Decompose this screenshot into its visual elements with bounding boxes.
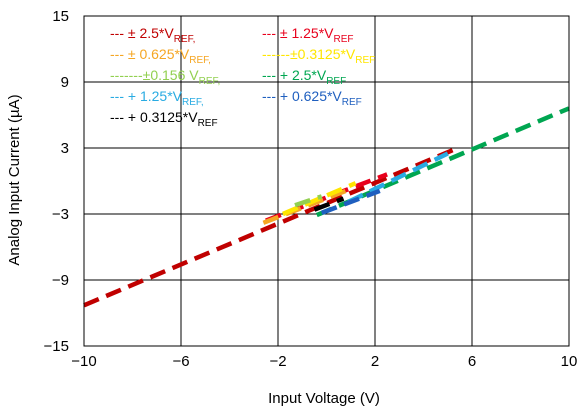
grid xyxy=(83,15,570,347)
series-line-2 xyxy=(265,172,388,223)
legend-label: --- ± 0.625*V xyxy=(110,46,190,62)
y-tick-label: −15 xyxy=(44,338,69,355)
x-tick-label: 6 xyxy=(468,353,476,370)
legend-subscript: REF xyxy=(355,55,375,66)
legend-entry: --- + 0.3125*VREF xyxy=(110,109,218,129)
legend-label: --- ± 1.25*V xyxy=(262,25,334,41)
series-line-6 xyxy=(315,106,570,218)
series-line-3 xyxy=(262,188,347,225)
legend-label: ------±0.3125*V xyxy=(262,46,356,62)
y-tick-label: 15 xyxy=(52,8,69,25)
legend-label: -------±0.156 V xyxy=(110,67,199,83)
legend-subscript: REF xyxy=(198,118,218,129)
legend-subscript: REF xyxy=(342,97,362,108)
legend-entry: -------±0.156 VREF, xyxy=(110,67,220,87)
y-axis-label: Analog Input Current (µA) xyxy=(6,94,23,265)
tick-labels: −10 −6 −2 2 6 10 −15 −9 −3 3 9 15 xyxy=(44,8,578,370)
x-tick-label: 10 xyxy=(561,353,578,370)
legend: --- ± 2.5*VREF, --- ± 1.25*VREF--- ± 0.62… xyxy=(110,25,375,129)
legend-entry: ------±0.3125*VREF xyxy=(262,46,375,66)
legend-subscript: REF xyxy=(333,34,353,45)
legend-label: --- + 0.625*V xyxy=(262,88,342,104)
legend-entry: --- ± 0.625*VREF, xyxy=(110,46,211,66)
legend-subscript: REF, xyxy=(182,97,204,108)
series-line-8 xyxy=(320,188,381,216)
legend-entry: --- + 0.625*VREF xyxy=(262,88,362,108)
y-tick-label: −3 xyxy=(52,206,69,223)
x-tick-label: −6 xyxy=(172,353,189,370)
legend-label: --- + 0.3125*V xyxy=(110,109,198,125)
series-line-1 xyxy=(83,148,454,308)
legend-subscript: REF xyxy=(326,76,346,87)
series-lines xyxy=(83,106,570,308)
plot-area xyxy=(83,15,570,347)
legend-subscript: REF, xyxy=(199,76,221,87)
y-tick-label: 9 xyxy=(61,74,69,91)
legend-subscript: REF, xyxy=(189,55,211,66)
y-tick-label: −9 xyxy=(52,272,69,289)
series-line-7 xyxy=(347,151,449,204)
x-axis-label: Input Voltage (V) xyxy=(268,390,380,407)
y-tick-label: 3 xyxy=(61,140,69,157)
x-tick-label: −10 xyxy=(71,353,96,370)
legend-label: --- + 2.5*V xyxy=(262,67,327,83)
legend-entry: --- ± 1.25*VREF xyxy=(262,25,353,45)
legend-subscript: REF, xyxy=(174,34,196,45)
x-tick-label: 2 xyxy=(371,353,379,370)
legend-label: --- + 1.25*V xyxy=(110,88,183,104)
legend-entry: --- + 1.25*VREF, xyxy=(110,88,204,108)
series-line-5 xyxy=(294,194,323,208)
x-tick-label: −2 xyxy=(269,353,286,370)
legend-entry: --- ± 2.5*VREF, xyxy=(110,25,195,45)
series-line-9 xyxy=(313,196,345,212)
legend-entry: --- + 2.5*VREF xyxy=(262,67,346,87)
legend-label: --- ± 2.5*V xyxy=(110,25,174,41)
